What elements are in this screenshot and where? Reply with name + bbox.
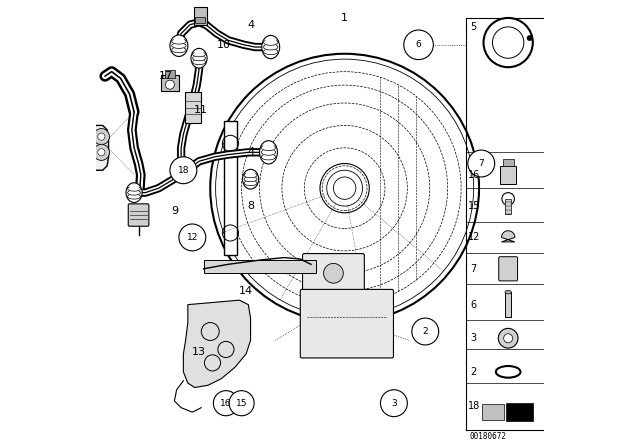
Text: 18: 18 — [468, 401, 480, 411]
Polygon shape — [502, 231, 515, 242]
Text: 16: 16 — [468, 170, 480, 180]
Text: 6: 6 — [470, 300, 477, 310]
Bar — [505, 199, 511, 214]
Bar — [482, 404, 504, 420]
Circle shape — [504, 334, 513, 343]
Text: 6: 6 — [416, 40, 421, 49]
Text: 4: 4 — [247, 20, 254, 30]
Polygon shape — [184, 300, 251, 388]
Text: 15: 15 — [236, 399, 247, 408]
Circle shape — [213, 391, 239, 416]
Ellipse shape — [243, 169, 259, 189]
Text: 11: 11 — [195, 105, 208, 115]
FancyBboxPatch shape — [128, 204, 149, 226]
Circle shape — [166, 80, 174, 89]
Circle shape — [229, 391, 254, 416]
Bar — [195, 17, 205, 23]
Circle shape — [333, 177, 356, 199]
FancyBboxPatch shape — [303, 254, 364, 293]
Ellipse shape — [170, 35, 188, 56]
Ellipse shape — [262, 35, 280, 59]
Text: 2: 2 — [422, 327, 428, 336]
Text: 18: 18 — [178, 166, 189, 175]
Text: 3: 3 — [391, 399, 397, 408]
Text: 2: 2 — [470, 367, 477, 377]
Text: 7: 7 — [479, 159, 484, 168]
Text: 12: 12 — [187, 233, 198, 242]
Circle shape — [93, 144, 109, 160]
Text: 1: 1 — [341, 13, 348, 23]
Ellipse shape — [126, 183, 142, 202]
Text: 9: 9 — [171, 206, 178, 215]
Ellipse shape — [260, 141, 278, 164]
Text: 16: 16 — [220, 399, 232, 408]
Circle shape — [98, 149, 105, 156]
Circle shape — [93, 129, 109, 145]
Circle shape — [404, 30, 433, 60]
Circle shape — [412, 318, 439, 345]
Bar — [505, 292, 511, 317]
Circle shape — [380, 390, 408, 417]
Bar — [161, 75, 179, 91]
Bar — [224, 121, 237, 255]
Text: 14: 14 — [239, 286, 253, 296]
Circle shape — [324, 263, 343, 283]
Bar — [185, 92, 201, 123]
Text: 3: 3 — [470, 333, 477, 343]
Bar — [164, 70, 175, 78]
Bar — [503, 159, 513, 166]
Polygon shape — [96, 125, 109, 170]
Bar — [506, 403, 533, 421]
Text: 00180672: 00180672 — [470, 432, 506, 441]
FancyBboxPatch shape — [499, 257, 518, 281]
Text: 12: 12 — [467, 233, 480, 242]
Text: 17: 17 — [158, 71, 173, 81]
Text: 7: 7 — [470, 264, 477, 274]
Circle shape — [179, 224, 206, 251]
Circle shape — [468, 150, 495, 177]
Text: 13: 13 — [192, 347, 206, 357]
Text: 4: 4 — [247, 147, 254, 157]
Text: 15: 15 — [467, 201, 480, 211]
Text: 10: 10 — [217, 40, 230, 50]
Bar — [500, 166, 516, 184]
Ellipse shape — [191, 48, 207, 68]
Ellipse shape — [505, 290, 511, 294]
Text: 8: 8 — [247, 201, 254, 211]
Polygon shape — [204, 260, 316, 273]
Circle shape — [527, 35, 532, 41]
Bar — [194, 7, 207, 25]
FancyBboxPatch shape — [300, 289, 394, 358]
Circle shape — [499, 328, 518, 348]
Circle shape — [170, 157, 197, 184]
Text: 5: 5 — [470, 22, 477, 32]
Circle shape — [98, 133, 105, 140]
